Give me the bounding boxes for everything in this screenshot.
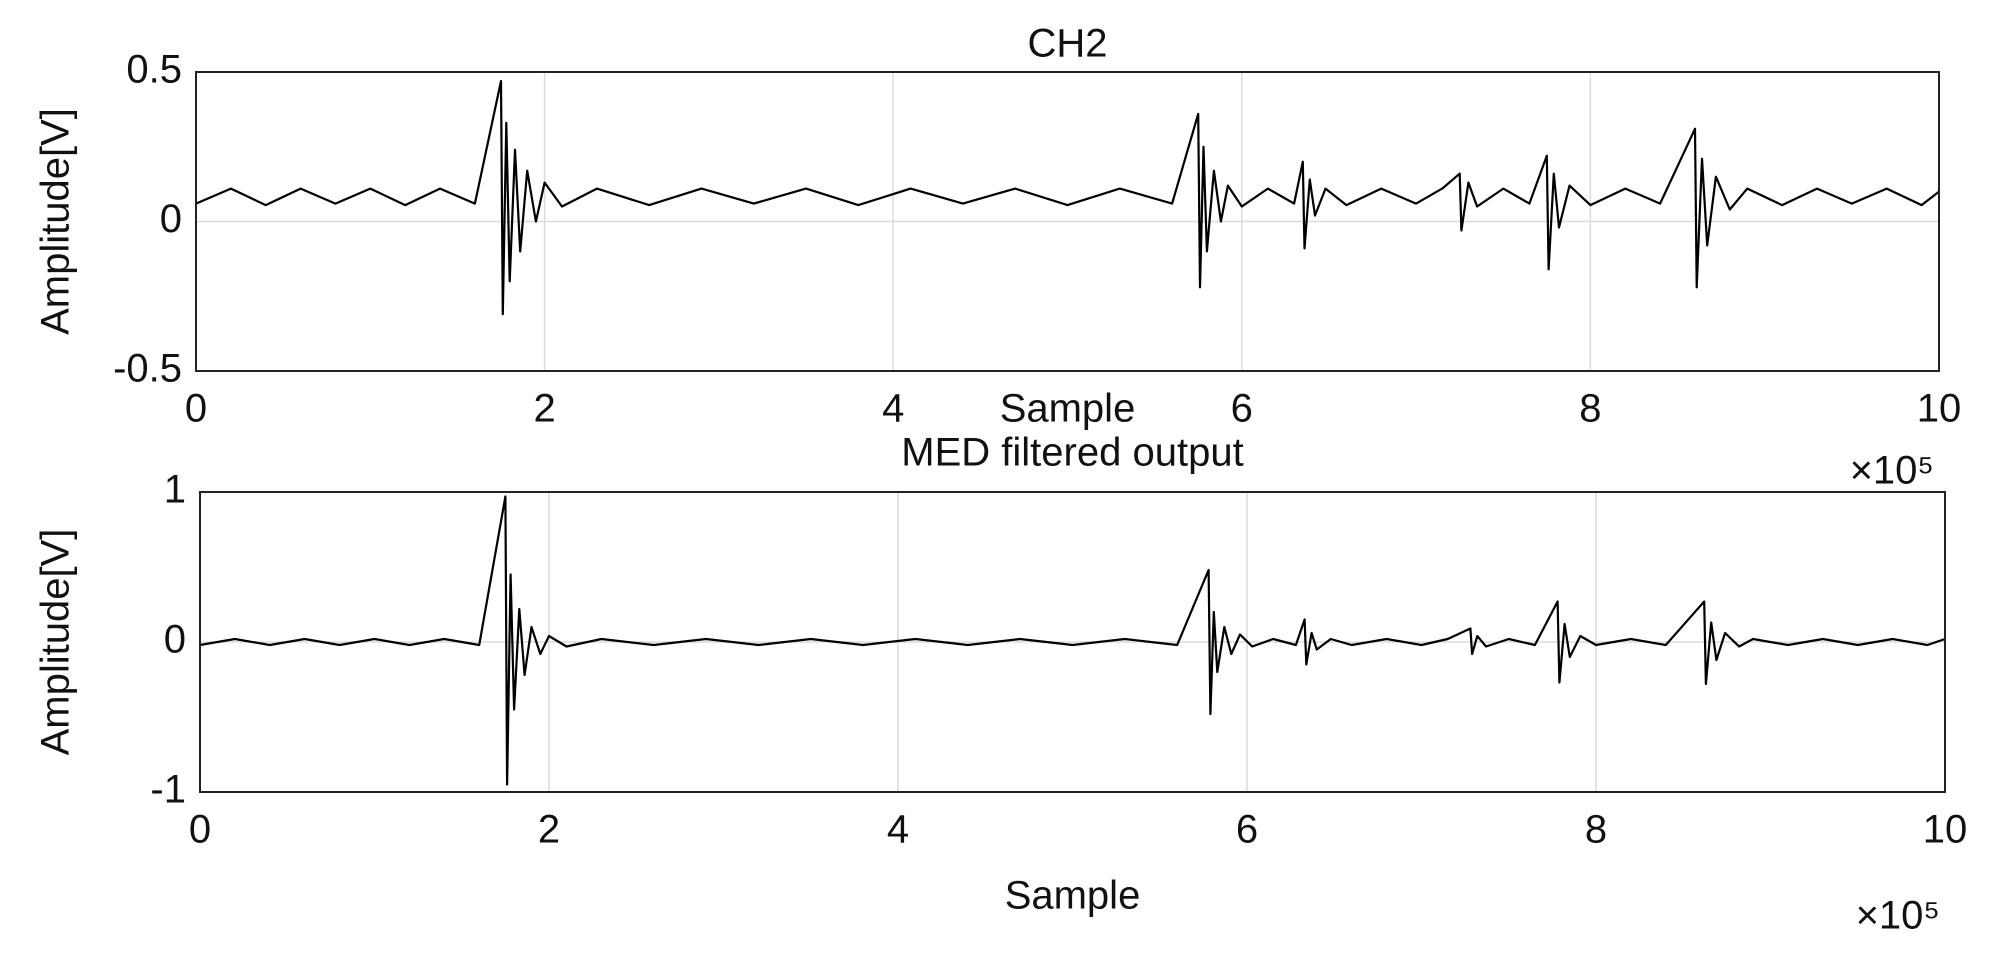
y-axis-label: Amplitude[V] xyxy=(34,529,78,756)
y-tick-label: 1 xyxy=(164,468,186,512)
x-tick-label: 6 xyxy=(1231,387,1253,431)
x-tick-label: 2 xyxy=(533,387,555,431)
axes-frame xyxy=(195,71,1940,372)
y-tick-label: 0.5 xyxy=(126,48,182,92)
y-tick-label: 0 xyxy=(160,197,182,241)
x-tick-label: 2 xyxy=(538,808,560,852)
x-exponent: ×10⁵ xyxy=(1856,894,1940,938)
y-axis-label: Amplitude[V] xyxy=(34,108,78,335)
y-tick-label: -1 xyxy=(150,768,186,812)
x-axis-label: Sample xyxy=(1000,387,1136,431)
y-tick-label: -0.5 xyxy=(113,347,182,391)
signal-line xyxy=(199,495,1946,786)
chart-title: CH2 xyxy=(1027,22,1107,66)
x-axis-label: Sample xyxy=(1005,874,1141,918)
x-tick-label: 0 xyxy=(189,808,211,852)
axes-frame xyxy=(199,491,1946,793)
signal-line xyxy=(195,79,1940,316)
x-tick-label: 0 xyxy=(185,387,207,431)
x-tick-label: 10 xyxy=(1917,387,1962,431)
x-tick-label: 4 xyxy=(887,808,909,852)
chart-title: MED filtered output xyxy=(901,431,1243,475)
x-exponent: ×10⁵ xyxy=(1850,449,1934,493)
x-tick-label: 4 xyxy=(882,387,904,431)
y-tick-label: 0 xyxy=(164,618,186,662)
x-tick-label: 10 xyxy=(1923,808,1968,852)
x-tick-label: 8 xyxy=(1579,387,1601,431)
x-tick-label: 8 xyxy=(1585,808,1607,852)
x-tick-label: 6 xyxy=(1236,808,1258,852)
